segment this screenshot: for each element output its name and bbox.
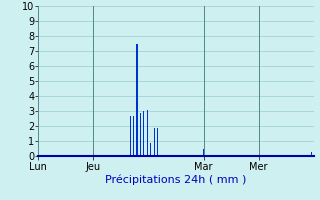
Bar	[136, 44, 138, 156]
Bar	[203, 149, 204, 156]
Bar	[140, 112, 141, 156]
Bar	[130, 116, 131, 156]
Bar	[147, 110, 148, 156]
Bar	[133, 116, 134, 156]
Bar	[154, 128, 155, 156]
X-axis label: Précipitations 24h ( mm ): Précipitations 24h ( mm )	[105, 174, 247, 185]
Bar	[150, 142, 151, 156]
Bar	[157, 128, 158, 156]
Bar	[311, 152, 312, 156]
Bar	[258, 154, 259, 156]
Bar	[143, 111, 144, 156]
Bar	[93, 150, 94, 156]
